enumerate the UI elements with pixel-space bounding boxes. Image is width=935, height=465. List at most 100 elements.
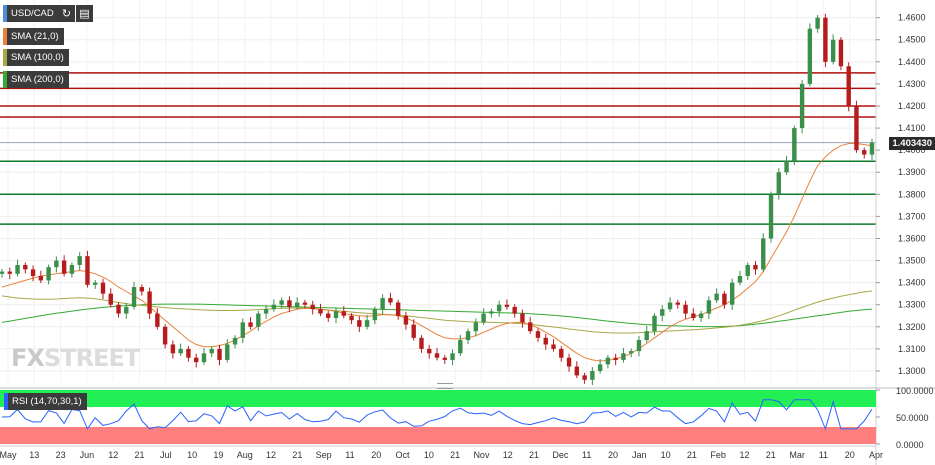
x-tick-label: 11: [582, 450, 591, 460]
fxstreet-watermark-logo: FXSTREET: [11, 344, 140, 372]
candle-body: [667, 302, 673, 310]
candle-body: [434, 353, 440, 358]
sma100-legend[interactable]: SMA (100,0): [3, 49, 69, 66]
x-tick-label: 11: [819, 450, 828, 460]
candle-body: [613, 357, 618, 360]
rsi-tick-label: 50.0000: [896, 413, 929, 423]
symbol-label[interactable]: USD/CAD: [3, 5, 59, 22]
x-tick-label: 21: [687, 450, 697, 460]
candle-body: [333, 311, 339, 318]
candle-body: [155, 313, 160, 327]
candle-body: [854, 105, 859, 151]
candle-body: [232, 337, 238, 345]
candle-body: [489, 311, 494, 314]
candle-body: [807, 28, 813, 84]
candle-body: [271, 304, 277, 310]
candle-body: [100, 282, 106, 294]
y-tick-label: 1.3700: [898, 211, 926, 221]
candle-body: [574, 366, 580, 376]
candle-body: [139, 287, 145, 292]
candle-body: [240, 322, 246, 338]
x-tick-label: May: [0, 450, 17, 460]
candle-body: [302, 302, 308, 305]
rsi-tick-label: 100.0000: [896, 386, 934, 396]
price-axis[interactable]: 1.4600 1.4500 1.4400 1.4300 1.4200 1.4100 1.40…: [875, 0, 926, 465]
candle-body: [201, 353, 207, 363]
time-axis[interactable]: May 13 23 Jun 12 21 Jul 10 19 Aug 12 21 Sep 11 20 Oct 10…: [0, 445, 883, 460]
sma21-legend[interactable]: SMA (21,0): [3, 28, 64, 45]
candle-body: [364, 320, 370, 327]
candle-body: [349, 315, 354, 321]
candle-body: [768, 194, 774, 239]
y-tick-label: 1.4200: [898, 101, 926, 111]
candle-body: [481, 313, 486, 323]
candle-body: [543, 337, 548, 345]
candle-body: [815, 17, 820, 29]
candle-body: [496, 304, 502, 312]
candle-body: [287, 300, 292, 307]
rsi-panel[interactable]: 100.0000 50.0000 0.0000: [0, 386, 935, 450]
rsi-overbought-zone: [0, 390, 876, 407]
candle-body: [838, 39, 844, 67]
candle-body: [116, 304, 121, 314]
candle-body: [862, 150, 867, 155]
refresh-icon[interactable]: ↻: [58, 5, 75, 22]
x-tick-label: 10: [424, 450, 434, 460]
y-tick-label: 1.3100: [898, 344, 926, 354]
candle-body: [706, 300, 712, 314]
candle-body: [450, 353, 455, 360]
x-tick-label: 21: [292, 450, 302, 460]
candle-body: [512, 306, 517, 314]
x-tick-label: 10: [661, 450, 671, 460]
candle-body: [590, 370, 595, 380]
y-tick-label: 1.4600: [898, 13, 926, 23]
candle-body: [357, 320, 362, 327]
candle-body: [318, 309, 323, 314]
sma21-line: [1, 143, 873, 362]
candle-body: [15, 264, 20, 274]
candle-body: [722, 293, 727, 305]
candle-body: [792, 128, 797, 162]
candle-body: [411, 324, 416, 338]
x-tick-label: 20: [845, 450, 855, 460]
rsi-legend[interactable]: RSI (14,70,30,1): [4, 393, 87, 410]
candle-body: [256, 313, 261, 327]
candle-body: [372, 309, 378, 321]
candle-body: [776, 172, 781, 195]
candle-body: [380, 298, 385, 310]
candle-body: [77, 256, 82, 265]
calendar-icon[interactable]: ▤: [76, 5, 93, 22]
candle-body: [605, 357, 611, 365]
x-tick-label: 23: [56, 450, 66, 460]
panel-resize-handle[interactable]: [437, 383, 453, 389]
candle-body: [209, 348, 214, 354]
x-tick-label: Sep: [316, 450, 332, 460]
candle-body: [784, 161, 789, 173]
x-tick-label: Oct: [396, 450, 411, 460]
x-tick-label: Feb: [710, 450, 726, 460]
y-tick-label: 1.3600: [898, 233, 926, 243]
candle-body: [93, 282, 98, 285]
x-tick-label: 21: [135, 450, 145, 460]
candle-body: [698, 313, 704, 318]
x-tick-label: Mar: [789, 450, 805, 460]
candle-body: [753, 264, 758, 270]
candle-body: [737, 276, 743, 283]
x-tick-label: 21: [450, 450, 460, 460]
sma200-legend[interactable]: SMA (200,0): [3, 71, 69, 88]
candle-body: [528, 322, 533, 332]
candle-body: [442, 357, 447, 360]
candle-body: [628, 351, 634, 354]
candle-body: [675, 302, 681, 305]
y-tick-label: 1.3900: [898, 167, 926, 177]
candle-body: [54, 260, 59, 268]
candle-body: [535, 331, 541, 338]
y-tick-label: 1.3300: [898, 300, 926, 310]
candle-body: [823, 17, 828, 62]
rsi-oversold-zone: [0, 427, 876, 444]
candle-body: [38, 276, 44, 281]
candle-body: [217, 348, 222, 360]
x-tick-label: 11: [345, 450, 354, 460]
candle-body: [683, 304, 688, 314]
